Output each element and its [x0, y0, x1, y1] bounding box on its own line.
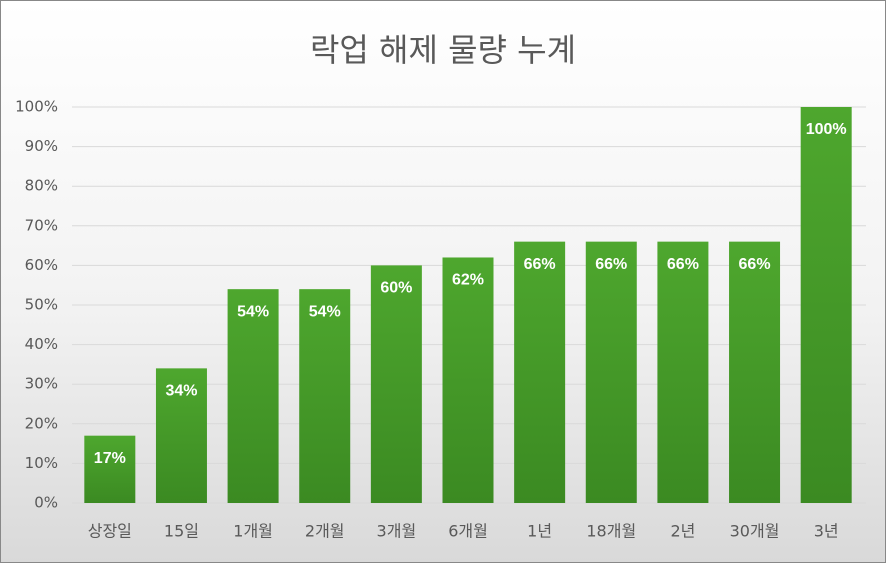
chart-title: 락업 해제 물량 누계	[310, 31, 576, 69]
x-tick-label: 2년	[670, 522, 695, 541]
x-tick-label: 3년	[814, 522, 839, 541]
value-label: 54%	[309, 303, 341, 320]
x-tick-label: 상장일	[88, 522, 132, 541]
bar	[800, 107, 852, 503]
bar	[729, 241, 781, 503]
y-tick-label: 10%	[25, 454, 58, 472]
value-label: 100%	[806, 121, 847, 138]
x-tick-label: 3개월	[377, 522, 417, 541]
bar	[299, 289, 351, 503]
value-label: 54%	[237, 303, 269, 320]
value-label: 66%	[667, 256, 699, 273]
x-tick-label: 6개월	[448, 522, 488, 541]
y-tick-label: 70%	[25, 216, 58, 234]
value-label: 60%	[380, 280, 412, 297]
x-tick-label: 1개월	[233, 522, 273, 541]
x-tick-label: 18개월	[586, 522, 636, 541]
y-tick-label: 80%	[25, 177, 58, 195]
y-tick-label: 100%	[15, 98, 58, 116]
bar	[514, 241, 566, 503]
y-tick-label: 30%	[25, 375, 58, 393]
bar	[155, 368, 207, 503]
y-tick-label: 60%	[25, 256, 58, 274]
bar	[657, 241, 709, 503]
x-tick-label: 30개월	[730, 522, 780, 541]
x-tick-label: 1년	[527, 522, 552, 541]
bar	[442, 257, 494, 503]
value-label: 66%	[524, 256, 556, 273]
y-tick-label: 20%	[25, 414, 58, 432]
bar	[84, 435, 136, 503]
value-label: 17%	[94, 450, 126, 467]
bar	[370, 265, 422, 503]
x-tick-label: 15일	[164, 522, 199, 541]
bar	[585, 241, 637, 503]
y-tick-label: 90%	[25, 137, 58, 155]
y-tick-label: 0%	[34, 494, 58, 512]
value-label: 34%	[165, 383, 197, 400]
y-tick-label: 40%	[25, 335, 58, 353]
y-tick-label: 50%	[25, 296, 58, 314]
x-tick-label: 2개월	[305, 522, 345, 541]
bar	[227, 289, 279, 503]
value-label: 66%	[739, 256, 771, 273]
value-label: 62%	[452, 272, 484, 289]
value-label: 66%	[595, 256, 627, 273]
